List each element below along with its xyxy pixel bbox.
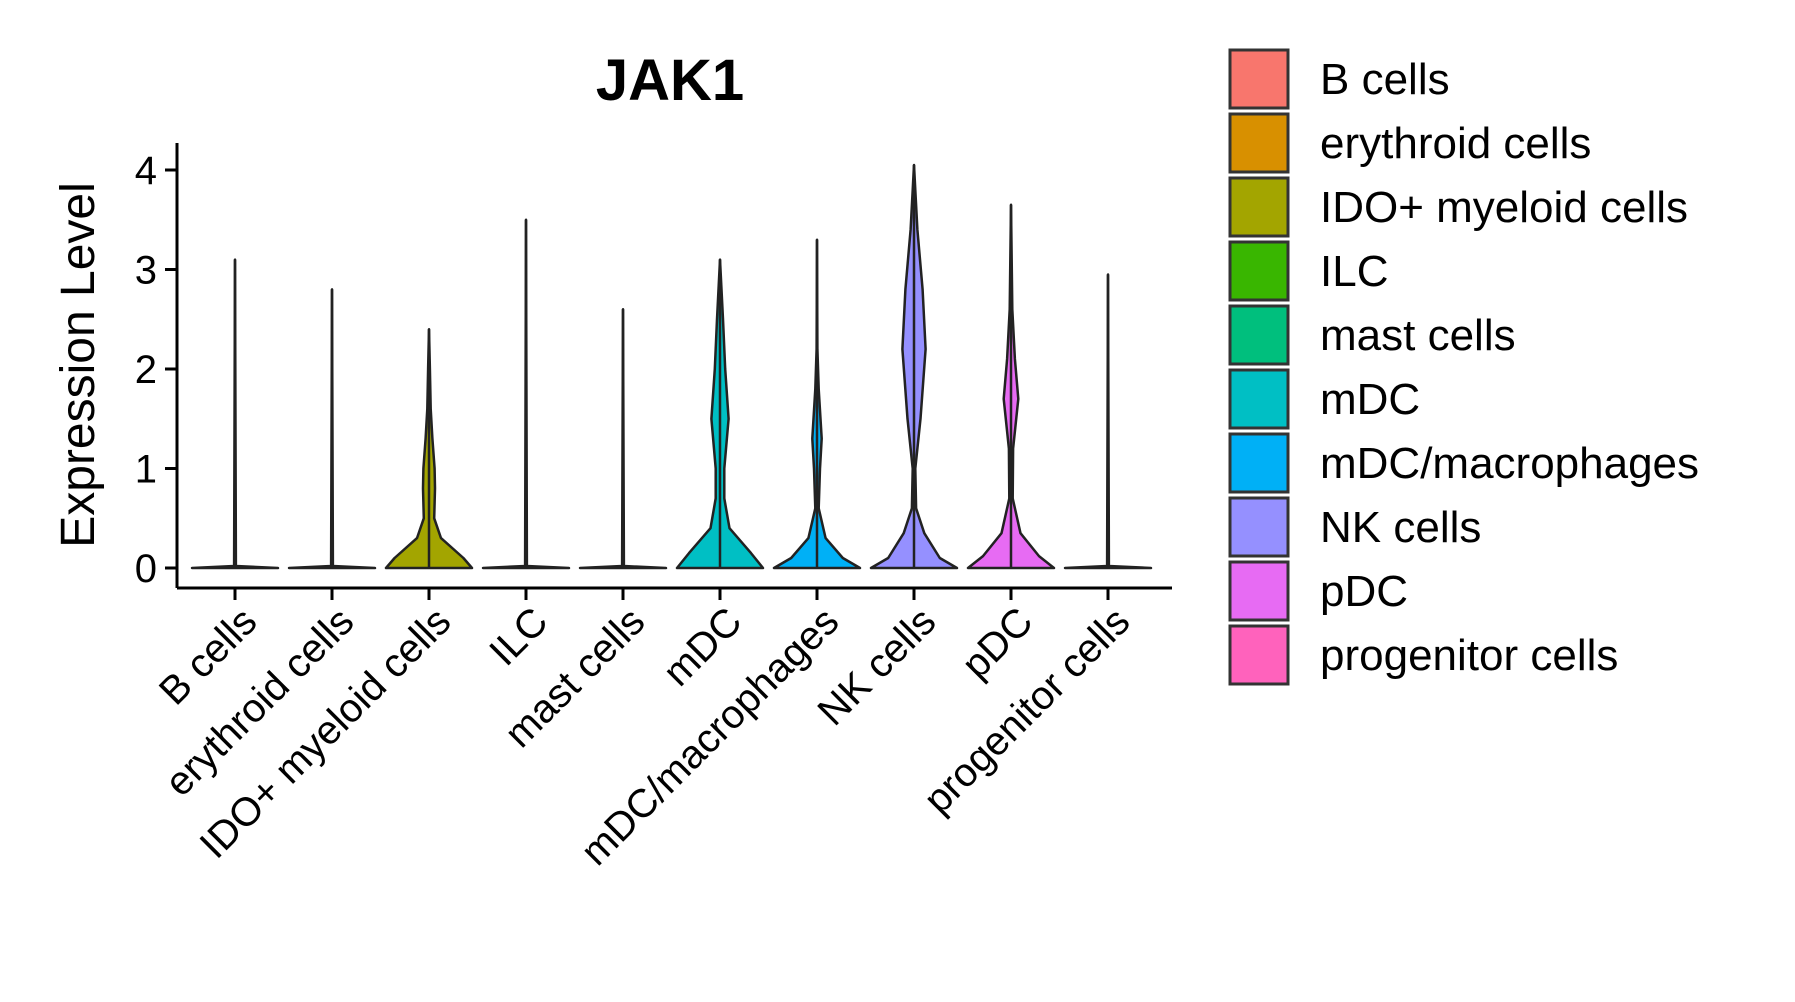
- legend-label: IDO+ myeloid cells: [1320, 183, 1688, 232]
- legend-label: mDC: [1320, 375, 1420, 424]
- legend-swatch: [1228, 48, 1290, 110]
- legend-swatch: [1228, 240, 1290, 302]
- legend-label: ILC: [1320, 247, 1388, 296]
- legend-label: mast cells: [1320, 311, 1516, 360]
- legend-label: mDC/macrophages: [1320, 439, 1699, 488]
- x-tick-label: pDC: [954, 599, 1042, 687]
- legend-swatch: [1228, 368, 1290, 430]
- legend-swatch: [1228, 112, 1290, 174]
- legend-label: progenitor cells: [1320, 631, 1618, 680]
- legend-swatch: [1228, 624, 1290, 686]
- legend-label: NK cells: [1320, 503, 1481, 552]
- legend-swatch: [1228, 496, 1290, 558]
- y-tick-label: 2: [135, 348, 157, 392]
- legend-label: pDC: [1320, 567, 1408, 616]
- y-tick-label: 3: [135, 249, 157, 293]
- legend-swatch: [1228, 432, 1290, 494]
- legend-swatch: [1228, 304, 1290, 366]
- chart-title: JAK1: [596, 48, 744, 113]
- y-tick-label: 0: [135, 547, 157, 591]
- legend-label: B cells: [1320, 55, 1450, 104]
- legend-swatch: [1228, 176, 1290, 238]
- x-tick-label: ILC: [481, 599, 556, 674]
- legend-swatch: [1228, 560, 1290, 622]
- legend: B cells erythroid cells IDO+ myeloid cells…: [1228, 48, 1699, 686]
- y-axis-title: Expression Level: [52, 182, 105, 548]
- y-tick-label: 1: [135, 448, 157, 492]
- legend-label: erythroid cells: [1320, 119, 1591, 168]
- y-tick-label: 4: [135, 149, 157, 193]
